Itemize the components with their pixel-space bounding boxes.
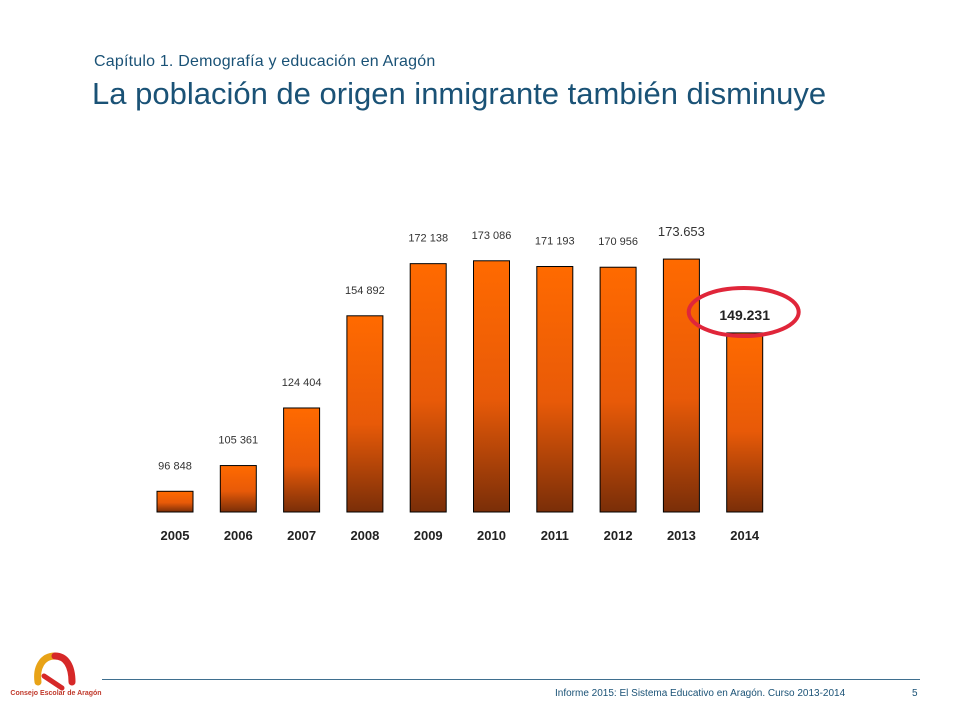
x-tick-2014: 2014 [730,528,760,543]
x-tick-2012: 2012 [604,528,633,543]
x-tick-2005: 2005 [161,528,190,543]
data-label-2011: 171 193 [535,236,575,248]
data-label-2014: 149.231 [719,307,770,323]
consejo-escolar-logo-icon [34,652,76,691]
x-tick-2009: 2009 [414,528,443,543]
bar-2006 [219,465,257,513]
data-label-2013: 173.653 [658,224,705,239]
bar-2011 [536,266,574,513]
logo-text: Consejo Escolar de Aragón [10,690,102,697]
footer-text: Informe 2015: El Sistema Educativo en Ar… [555,688,846,699]
x-tick-2006: 2006 [224,528,253,543]
bar-2007 [283,407,321,513]
bar-2014 [726,332,764,513]
data-label-2006: 105 361 [218,435,258,447]
page-number: 5 [912,688,918,699]
bar-2010 [473,260,510,513]
x-tick-2008: 2008 [350,528,379,543]
chapter-subtitle: Capítulo 1. Demografía y educación en Ar… [94,53,436,70]
x-tick-2011: 2011 [541,528,569,543]
bar-2012 [599,266,637,513]
bar-2005 [156,490,194,513]
footer-divider [102,679,920,680]
highlight-ring [686,286,801,338]
x-tick-2013: 2013 [667,528,696,543]
bar-2008 [346,315,384,513]
bar-2009 [409,263,447,513]
x-tick-2007: 2007 [287,528,316,543]
data-label-2009: 172 138 [408,233,448,245]
data-label-2010: 173 086 [472,230,512,242]
data-label-2008: 154 892 [345,285,385,297]
data-label-2007: 124 404 [282,377,322,389]
data-label-2005: 96 848 [158,460,192,472]
bar-2013 [662,258,700,513]
page-title: La población de origen inmigrante tambié… [92,76,827,111]
data-label-2012: 170 956 [598,236,638,248]
x-tick-2010: 2010 [477,528,506,543]
